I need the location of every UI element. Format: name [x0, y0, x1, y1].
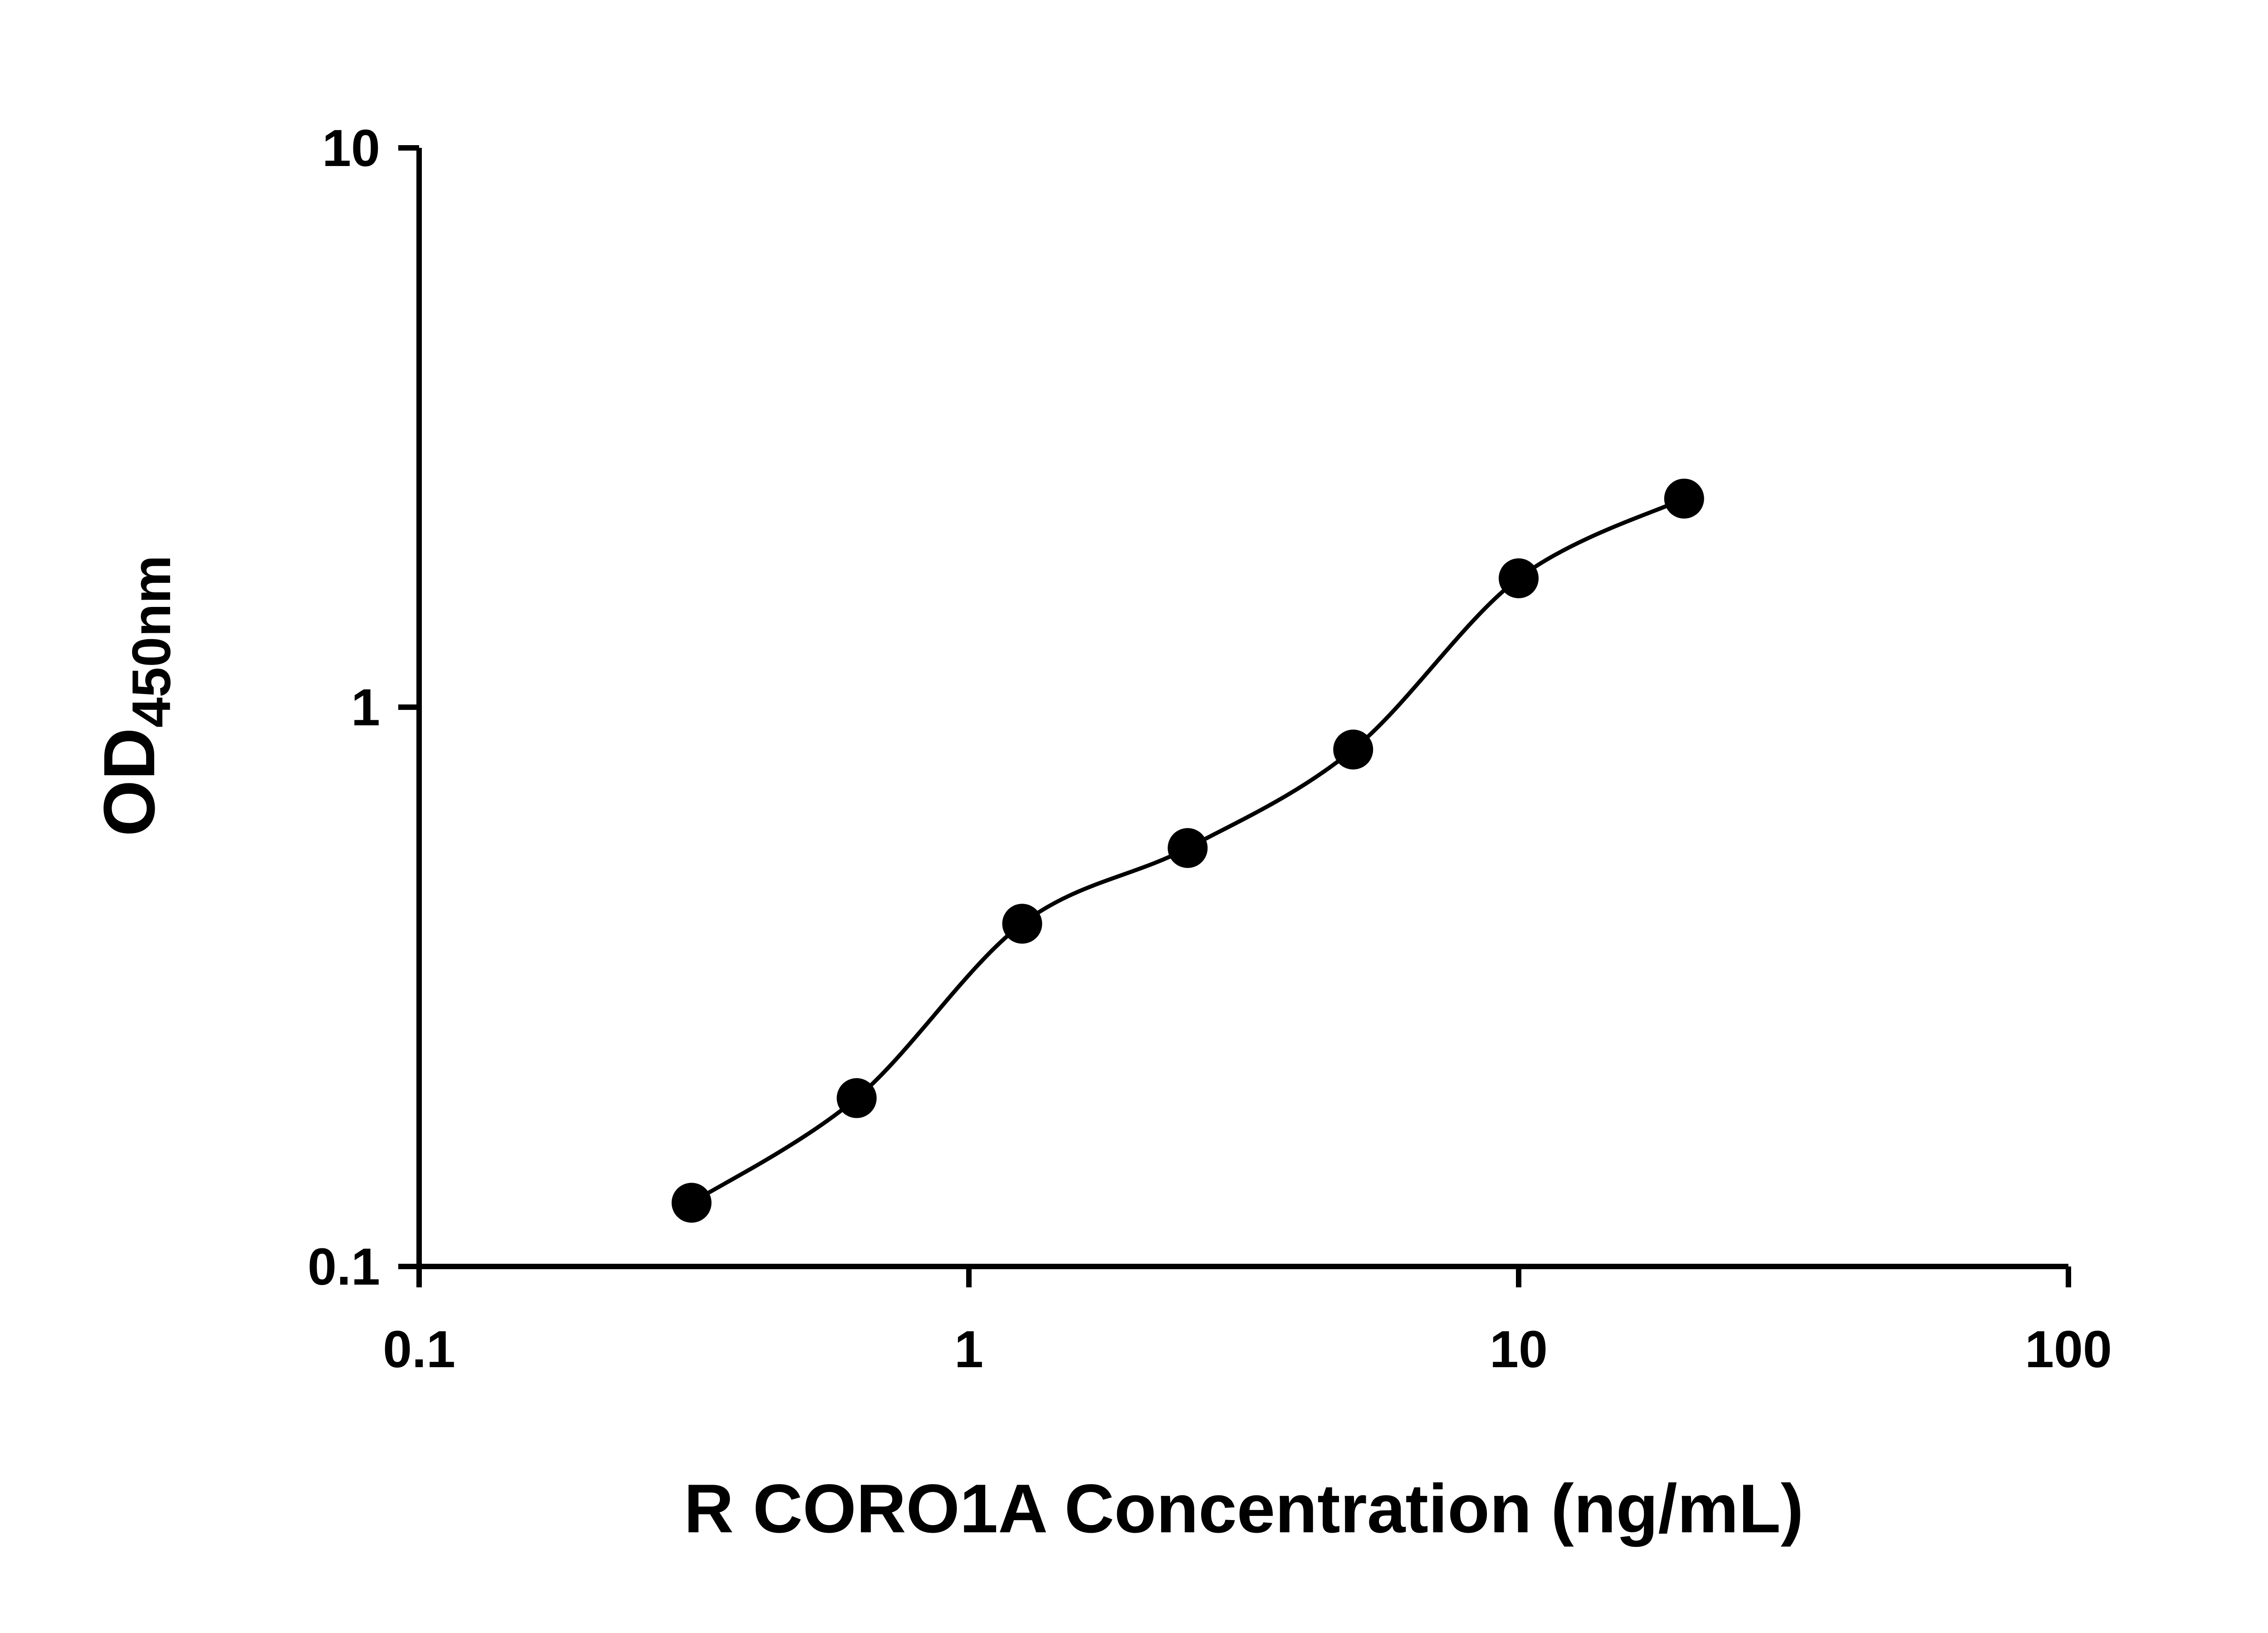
- plot-layer: 0.1 1 10 100 0.1 1 10: [308, 119, 2112, 1379]
- data-point: [1333, 729, 1374, 770]
- y-axis-title: OD450nm: [88, 555, 182, 836]
- x-tick-label: 1: [954, 1320, 983, 1379]
- data-point: [671, 1183, 712, 1223]
- data-point: [1168, 828, 1208, 868]
- y-tick-label: 10: [322, 119, 380, 177]
- y-axis-title-subscript: 450nm: [121, 555, 182, 728]
- y-tick-label: 0.1: [308, 1238, 380, 1296]
- y-axis-title-main: OD: [88, 728, 170, 836]
- data-point: [836, 1078, 877, 1118]
- data-point: [1002, 904, 1042, 944]
- data-point: [1499, 558, 1539, 598]
- x-tick-label: 10: [1490, 1320, 1548, 1379]
- data-point: [1664, 479, 1704, 519]
- axis-frame: [416, 148, 2068, 1269]
- x-tick-label: 100: [2025, 1320, 2112, 1379]
- x-axis-title: R CORO1A Concentration (ng/mL): [684, 1470, 1804, 1547]
- x-tick-label: 0.1: [383, 1320, 455, 1379]
- y-tick-label: 1: [351, 679, 380, 737]
